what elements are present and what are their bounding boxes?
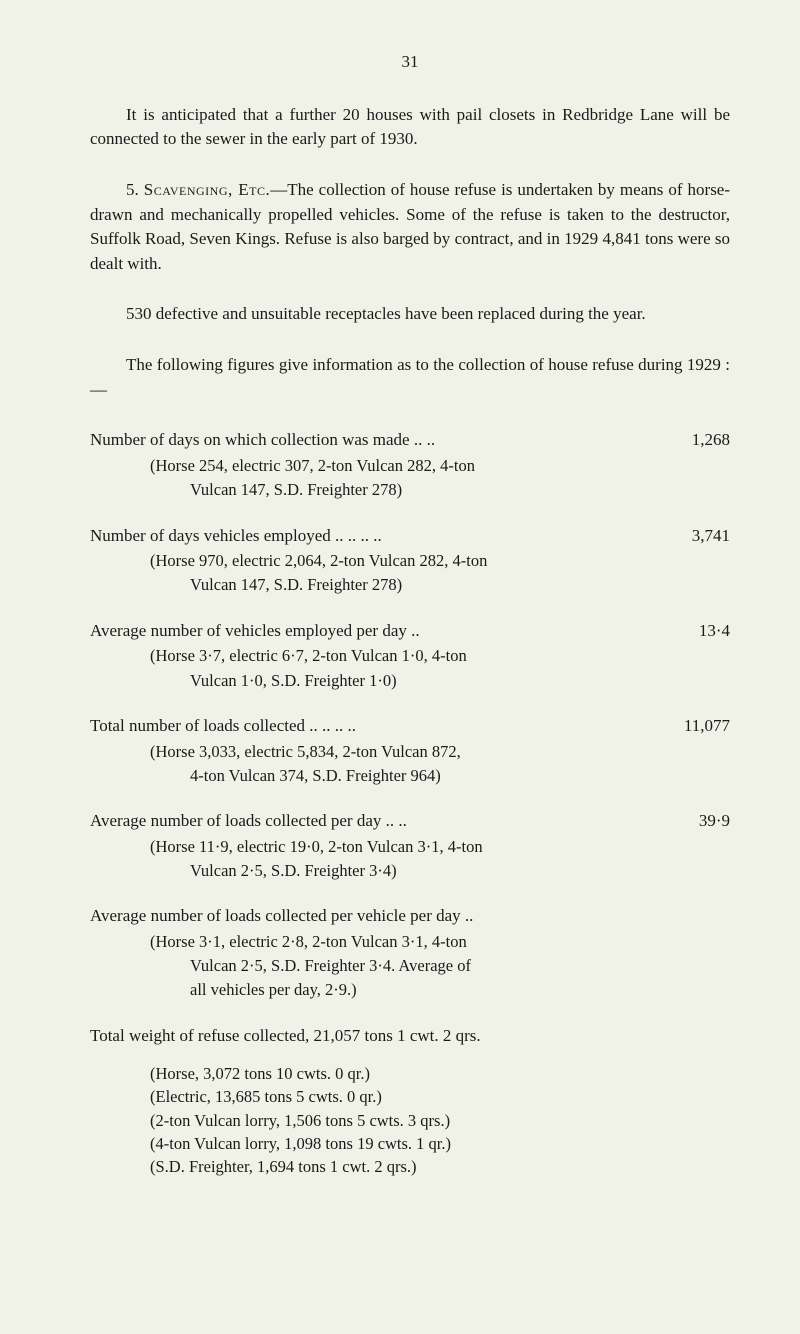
item-label: Number of days on which collection was m… bbox=[90, 428, 650, 453]
item-detail: Vulcan 1·0, S.D. Freighter 1·0) bbox=[90, 670, 730, 692]
item-line: Average number of loads collected per ve… bbox=[90, 904, 730, 929]
item-total-weight: Total weight of refuse collected, 21,057… bbox=[90, 1024, 730, 1178]
total-weight-detail: (S.D. Freighter, 1,694 tons 1 cwt. 2 qrs… bbox=[150, 1155, 730, 1178]
item-days-vehicles: Number of days vehicles employed .. .. .… bbox=[90, 524, 730, 597]
total-weight-detail: (2-ton Vulcan lorry, 1,506 tons 5 cwts. … bbox=[150, 1109, 730, 1132]
item-detail: (Horse 254, electric 307, 2-ton Vulcan 2… bbox=[90, 455, 730, 477]
item-detail: (Horse 3·1, electric 2·8, 2-ton Vulcan 3… bbox=[90, 931, 730, 953]
item-label: Average number of loads collected per ve… bbox=[90, 904, 650, 929]
total-weight-label: Total weight of refuse collected, 21,057… bbox=[90, 1024, 730, 1049]
item-detail: Vulcan 2·5, S.D. Freighter 3·4. Average … bbox=[90, 955, 730, 977]
item-total-loads: Total number of loads collected .. .. ..… bbox=[90, 714, 730, 787]
para2-label: Scavenging, Etc. bbox=[144, 180, 270, 199]
item-line: Number of days on which collection was m… bbox=[90, 428, 730, 453]
item-detail: (Horse 11·9, electric 19·0, 2-ton Vulcan… bbox=[90, 836, 730, 858]
item-avg-vehicles: Average number of vehicles employed per … bbox=[90, 619, 730, 692]
item-detail: all vehicles per day, 2·9.) bbox=[90, 979, 730, 1001]
item-detail: (Horse 3,033, electric 5,834, 2-ton Vulc… bbox=[90, 741, 730, 763]
paragraph-1: It is anticipated that a further 20 hous… bbox=[90, 103, 730, 152]
item-value: 11,077 bbox=[650, 714, 730, 739]
item-label: Average number of loads collected per da… bbox=[90, 809, 650, 834]
item-label: Number of days vehicles employed .. .. .… bbox=[90, 524, 650, 549]
item-detail: Vulcan 2·5, S.D. Freighter 3·4) bbox=[90, 860, 730, 882]
item-detail: (Horse 3·7, electric 6·7, 2-ton Vulcan 1… bbox=[90, 645, 730, 667]
paragraph-2: 5. Scavenging, Etc.—The collection of ho… bbox=[90, 178, 730, 277]
item-detail: Vulcan 147, S.D. Freighter 278) bbox=[90, 574, 730, 596]
total-weight-detail: (Horse, 3,072 tons 10 cwts. 0 qr.) bbox=[150, 1062, 730, 1085]
item-days-collection: Number of days on which collection was m… bbox=[90, 428, 730, 501]
item-value: 1,268 bbox=[650, 428, 730, 453]
paragraph-4: The following figures give information a… bbox=[90, 353, 730, 402]
item-detail: Vulcan 147, S.D. Freighter 278) bbox=[90, 479, 730, 501]
item-detail: (Horse 970, electric 2,064, 2-ton Vulcan… bbox=[90, 550, 730, 572]
item-line: Total number of loads collected .. .. ..… bbox=[90, 714, 730, 739]
total-weight-details: (Horse, 3,072 tons 10 cwts. 0 qr.) (Elec… bbox=[90, 1062, 730, 1177]
item-value: 13·4 bbox=[650, 619, 730, 644]
item-line: Average number of loads collected per da… bbox=[90, 809, 730, 834]
item-avg-loads-vehicle: Average number of loads collected per ve… bbox=[90, 904, 730, 1001]
item-label: Total number of loads collected .. .. ..… bbox=[90, 714, 650, 739]
total-weight-detail: (Electric, 13,685 tons 5 cwts. 0 qr.) bbox=[150, 1085, 730, 1108]
item-label: Average number of vehicles employed per … bbox=[90, 619, 650, 644]
total-weight-detail: (4-ton Vulcan lorry, 1,098 tons 19 cwts.… bbox=[150, 1132, 730, 1155]
item-detail: 4-ton Vulcan 374, S.D. Freighter 964) bbox=[90, 765, 730, 787]
paragraph-3: 530 defective and unsuitable receptacles… bbox=[90, 302, 730, 327]
item-value: 39·9 bbox=[650, 809, 730, 834]
item-avg-loads-day: Average number of loads collected per da… bbox=[90, 809, 730, 882]
item-line: Average number of vehicles employed per … bbox=[90, 619, 730, 644]
page-number: 31 bbox=[90, 50, 730, 75]
item-line: Number of days vehicles employed .. .. .… bbox=[90, 524, 730, 549]
item-value: 3,741 bbox=[650, 524, 730, 549]
para2-prefix: 5. bbox=[126, 180, 144, 199]
